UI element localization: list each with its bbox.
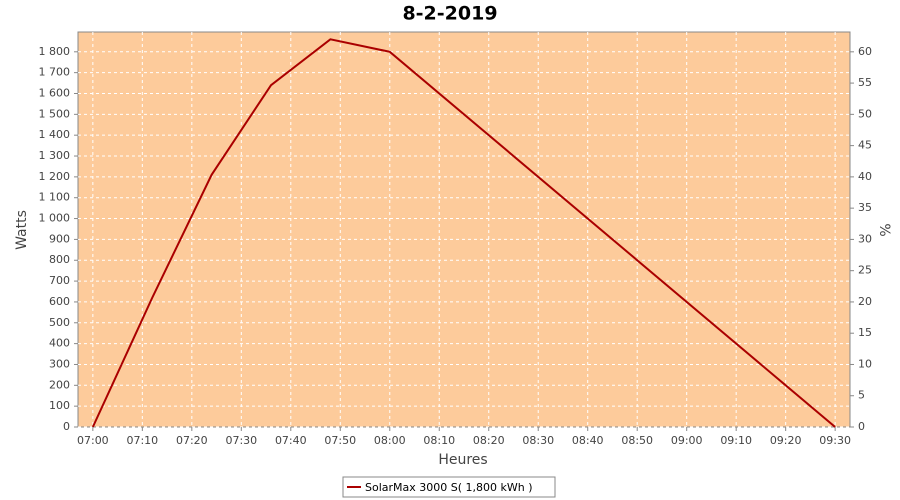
- y-tick-label: 900: [49, 232, 70, 245]
- plot-area: [77, 31, 851, 428]
- y2-tick-label: 10: [858, 357, 872, 370]
- x-tick-label: 09:20: [770, 434, 802, 447]
- y-tick-label: 1 500: [39, 107, 71, 120]
- y2-tick-label: 15: [858, 326, 872, 339]
- x-tick-label: 08:10: [423, 434, 455, 447]
- x-tick-label: 08:40: [572, 434, 604, 447]
- y-tick-label: 1 700: [39, 66, 71, 79]
- y2-tick-label: 30: [858, 232, 872, 245]
- y2-tick-label: 40: [858, 170, 872, 183]
- x-tick-label: 09:30: [819, 434, 851, 447]
- y2-tick-label: 45: [858, 139, 872, 152]
- x-axis-label: Heures: [438, 452, 487, 468]
- y-axis-label: Watts: [14, 210, 30, 250]
- y2-tick-label: 0: [858, 420, 865, 433]
- chart-title: 8-2-2019: [402, 3, 497, 25]
- y-tick-label: 700: [49, 274, 70, 287]
- x-tick-label: 07:00: [77, 434, 109, 447]
- x-tick-label: 08:50: [621, 434, 653, 447]
- y-tick-label: 1 800: [39, 45, 71, 58]
- y2-tick-label: 35: [858, 201, 872, 214]
- x-tick-label: 07:10: [126, 434, 158, 447]
- y-tick-label: 400: [49, 337, 70, 350]
- legend-box: [342, 476, 556, 498]
- y2-tick-label: 55: [858, 76, 872, 89]
- y-tick-label: 1 100: [39, 191, 71, 204]
- y-tick-label: 800: [49, 253, 70, 266]
- y2-tick-label: 20: [858, 295, 872, 308]
- y2-tick-label: 25: [858, 264, 872, 277]
- x-tick-label: 08:20: [473, 434, 505, 447]
- x-tick-label: 08:00: [374, 434, 406, 447]
- y-tick-label: 1 600: [39, 86, 71, 99]
- x-tick-label: 08:30: [522, 434, 554, 447]
- x-tick-label: 07:50: [324, 434, 356, 447]
- y2-tick-label: 5: [858, 389, 865, 402]
- y-tick-label: 1 200: [39, 170, 71, 183]
- y2-tick-label: 50: [858, 107, 872, 120]
- y2-tick-label: 60: [858, 45, 872, 58]
- x-tick-label: 07:20: [176, 434, 208, 447]
- y-tick-label: 300: [49, 357, 70, 370]
- x-tick-label: 09:00: [671, 434, 703, 447]
- y-tick-label: 1 300: [39, 149, 71, 162]
- x-tick-label: 09:10: [720, 434, 752, 447]
- x-tick-label: 07:40: [275, 434, 307, 447]
- data-line: [91, 38, 836, 428]
- y2-axis-label: %: [876, 223, 892, 236]
- y-tick-label: 0: [63, 420, 70, 433]
- y-tick-label: 1 400: [39, 128, 71, 141]
- legend-label: SolarMax 3000 S( 1,800 kWh ): [365, 481, 533, 494]
- y-tick-label: 600: [49, 295, 70, 308]
- y-tick-label: 200: [49, 378, 70, 391]
- y-tick-label: 500: [49, 316, 70, 329]
- y-tick-label: 1 000: [39, 212, 71, 225]
- x-tick-label: 07:30: [225, 434, 257, 447]
- y-tick-label: 100: [49, 399, 70, 412]
